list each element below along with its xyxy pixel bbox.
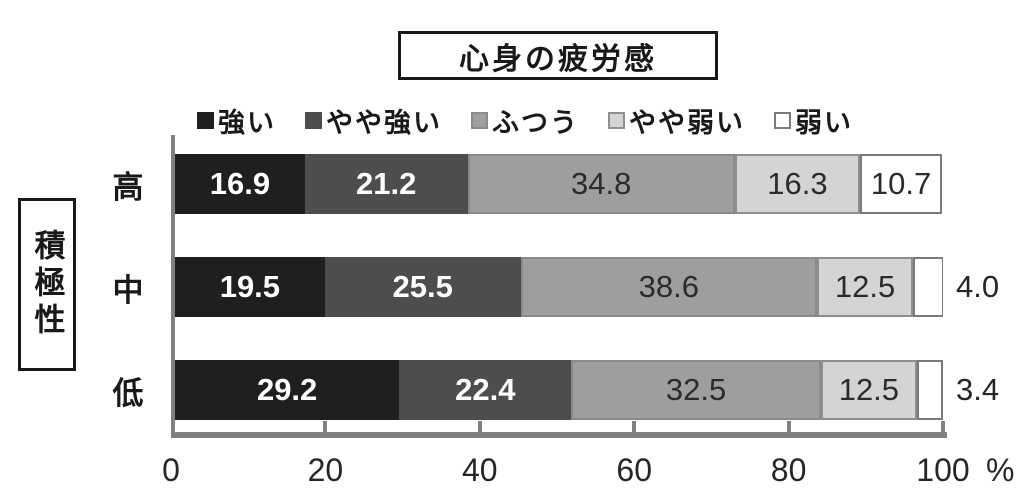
category-label: 中 [112,272,144,308]
outside-value-label: 4.0 [956,269,1000,304]
segment-value-label: 38.6 [638,269,699,304]
x-axis-line [171,432,947,438]
category-axis-title: 積極性 [29,229,65,340]
category-axis-title-box: 積極性 [18,198,76,371]
bar-row: 29.2 22.4 32.5 12.5 [175,360,943,420]
legend-item: やや強い [305,101,442,140]
x-axis-tick-label: 100 [916,452,970,488]
x-axis-tick [941,421,945,432]
x-axis-tick-label: 60 [616,452,652,488]
legend-item: ふつう [471,101,579,140]
y-axis-line [171,135,175,438]
legend-label: ふつう [492,107,579,138]
legend-label: やや強い [326,107,442,138]
segment-value-label: 16.3 [767,166,828,201]
bar-row: 19.5 25.5 38.6 12.5 [175,257,943,317]
legend-item: 弱い [774,101,853,140]
bar-row: 16.9 21.2 34.8 16.3 10.7 [175,154,943,214]
legend-label: やや弱い [629,107,745,138]
segment-value-label: 29.2 [256,372,318,407]
segment-value-label: 32.5 [665,372,727,407]
x-axis-tick-label: 80 [770,452,807,488]
bar-segment: 19.5 [175,257,325,317]
segment-value-label: 12.5 [834,269,896,304]
bar-segment: 21.2 [304,154,468,214]
legend-swatch-icon [774,111,791,129]
segment-value-label: 19.5 [219,269,281,304]
chart-title-box: 心身の疲労感 [398,31,718,80]
x-axis-tick-label: 40 [462,452,498,488]
bar-segment: 12.5 [817,257,914,317]
legend-swatch-icon [305,111,322,129]
bar-segment: 16.3 [734,154,861,214]
bar-segment: 29.2 [175,360,400,420]
chart-title: 心身の疲労感 [459,42,657,76]
segment-value-label: 16.9 [209,166,271,201]
legend-label: 強い [218,107,276,138]
x-axis-tick [632,421,637,432]
segment-value-label: 34.8 [571,166,632,201]
bar-segment [916,360,943,420]
x-axis-tick [323,421,328,432]
legend: 強い やや強い ふつう やや弱い 弱い [197,98,853,142]
segment-value-label: 10.7 [870,166,932,201]
bar-segment: 25.5 [324,257,521,317]
category-label: 低 [112,375,144,411]
bar-segment: 22.4 [399,360,572,420]
legend-item: 強い [197,101,276,140]
bar-segment [913,257,943,317]
legend-swatch-icon [471,111,488,129]
x-axis-tick-label: 0 [162,452,180,488]
segment-value-label: 22.4 [455,372,516,407]
x-axis-tick-label: 20 [307,452,344,488]
x-axis-tick [786,421,791,432]
legend-swatch-icon [608,111,625,129]
legend-swatch-icon [197,111,214,129]
segment-value-label: 25.5 [392,269,453,304]
segment-value-label: 12.5 [838,372,900,407]
segment-value-label: 21.2 [356,166,417,201]
bar-segment: 38.6 [520,257,818,317]
x-axis-tick [477,421,482,432]
bar-segment: 34.8 [467,154,735,214]
bar-segment: 16.9 [175,154,305,214]
percent-unit-label: % [986,452,1015,488]
legend-label: 弱い [795,107,853,138]
bar-segment: 10.7 [860,154,943,214]
category-label: 高 [112,169,144,205]
legend-item: やや弱い [608,101,745,140]
bar-segment: 12.5 [820,360,917,420]
outside-value-label: 3.4 [956,372,1000,407]
bar-segment: 32.5 [571,360,821,420]
